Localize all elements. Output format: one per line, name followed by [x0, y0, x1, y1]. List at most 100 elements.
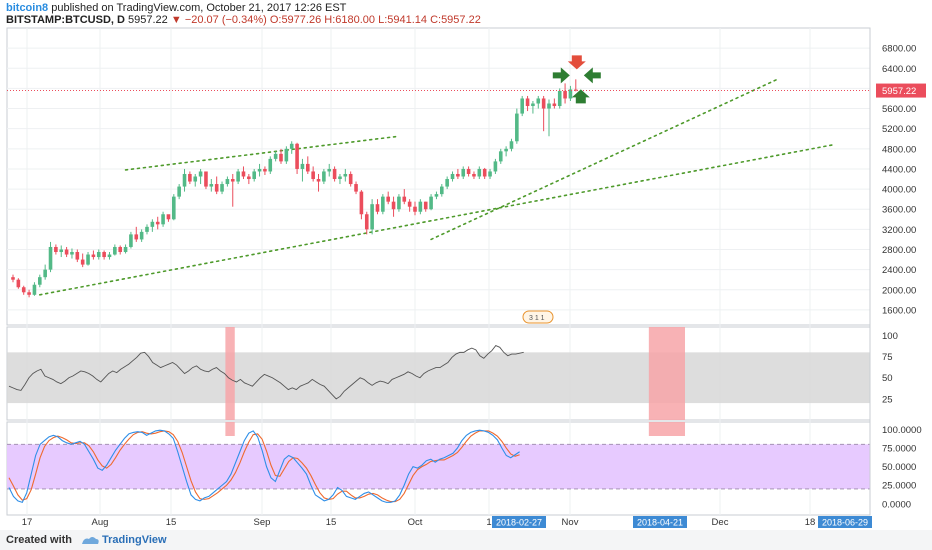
date-flag-label: 2018-02-27: [496, 518, 542, 528]
candle-body: [568, 89, 573, 99]
author-name[interactable]: bitcoin8: [6, 2, 49, 14]
candle-body: [21, 287, 26, 293]
candle-body: [440, 186, 444, 195]
badge-text: 3 1 1: [529, 315, 545, 322]
date-flag: [492, 516, 546, 528]
candle-body: [343, 173, 348, 177]
candle-body: [316, 179, 321, 182]
price-change: −20.07 (−0.34%): [184, 14, 267, 26]
tradingview-logo-icon: [82, 537, 99, 544]
stoch-tick-label: 50.0000: [882, 462, 916, 473]
candle-body: [536, 98, 541, 104]
candle-body: [354, 184, 358, 192]
candle-body: [482, 168, 487, 177]
candle-body: [563, 90, 567, 99]
candle-body: [461, 168, 466, 177]
candle-body: [289, 143, 294, 149]
candle-body: [450, 173, 455, 180]
tradingview-brand[interactable]: TradingView: [102, 534, 167, 546]
candle-body: [198, 171, 203, 177]
rsi-highlight: [648, 327, 685, 420]
candle-body: [129, 234, 133, 247]
x-tick-label: Aug: [92, 517, 109, 528]
rsi-tick-label: 75: [882, 352, 893, 363]
candle-body: [209, 184, 214, 187]
stoch-d-line: [8, 430, 520, 503]
candle-body: [407, 201, 412, 207]
candle-body: [123, 246, 128, 253]
candle-body: [557, 90, 562, 107]
x-tick-label: 15: [326, 517, 337, 528]
symbol-label: BITSTAMP:BTCUSD, D: [6, 14, 125, 26]
candle-body: [107, 254, 112, 258]
candle-body: [375, 204, 380, 212]
stoch-k-line: [8, 429, 520, 504]
candle-body: [70, 252, 74, 255]
candle-body: [348, 173, 353, 185]
candle-body: [525, 98, 530, 107]
candle-body: [155, 221, 160, 225]
candle-body: [295, 143, 299, 169]
candle-body: [161, 214, 165, 225]
candle-body: [54, 246, 58, 253]
arrow-up-icon: [571, 89, 590, 104]
candle-body: [477, 168, 482, 177]
candle-body: [204, 171, 208, 187]
candle-body: [268, 158, 273, 172]
arrow-right-icon: [552, 67, 570, 84]
candle-body: [59, 249, 64, 253]
candle-body: [541, 98, 546, 109]
candle-body: [493, 161, 498, 172]
date-flag-label: 2018-04-21: [637, 518, 683, 528]
candle-body: [418, 201, 423, 212]
x-tick-label: 15: [166, 517, 177, 528]
stoch-tick-label: 0.0000: [882, 499, 911, 510]
candle-body: [531, 103, 535, 107]
candle-body: [370, 204, 374, 230]
candle-body: [214, 184, 219, 192]
created-with-label: Created with: [6, 534, 73, 546]
candle-body: [509, 141, 514, 149]
candle-body: [402, 196, 407, 202]
candle-body: [241, 171, 246, 177]
candle-body: [364, 214, 369, 230]
arrow-shape: [552, 67, 570, 84]
date-flag: [818, 516, 872, 528]
candle-body: [102, 252, 106, 258]
stoch-highlight: [225, 422, 235, 436]
candle-body: [113, 246, 117, 255]
candle-body: [177, 186, 181, 197]
candle-body: [327, 168, 332, 172]
candle-body: [273, 153, 278, 159]
last-price-label: 5957.22: [882, 86, 916, 97]
price-tick-label: 5200.00: [882, 124, 916, 135]
candle-body: [423, 201, 428, 210]
candle-body: [520, 98, 524, 114]
arrow-left-icon: [583, 67, 601, 84]
trend-channel-line: [124, 135, 400, 171]
candle-body: [166, 214, 171, 220]
candle-body: [64, 249, 69, 255]
candle-body: [43, 269, 47, 278]
candle-body: [488, 171, 492, 177]
candle-body: [386, 196, 390, 202]
candle-body: [381, 196, 385, 212]
candle-body: [552, 103, 557, 107]
price-tick-label: 3600.00: [882, 205, 916, 216]
arrow-shape: [583, 67, 601, 84]
candle-body: [547, 103, 551, 109]
candle-body: [38, 277, 42, 285]
ohlc-values: O:5977.26 H:6180.00 L:5941.14 C:5957.22: [269, 14, 481, 26]
candle-body: [338, 176, 342, 180]
x-tick-label: 17: [22, 517, 33, 528]
candle-body: [413, 206, 417, 212]
candle-body: [27, 292, 31, 295]
candle-body: [75, 252, 80, 260]
chart-header: bitcoin8 published on TradingView.com, O…: [6, 2, 926, 26]
date-flag: [633, 516, 687, 528]
stoch-tick-label: 75.0000: [882, 444, 916, 455]
stoch-band: [7, 444, 870, 489]
chart-canvas[interactable]: 1600.00 2000.00 2400.00 2800.00 3200.00 3600.…: [0, 0, 932, 530]
rsi-line: [8, 345, 524, 400]
candle-body: [32, 284, 37, 295]
